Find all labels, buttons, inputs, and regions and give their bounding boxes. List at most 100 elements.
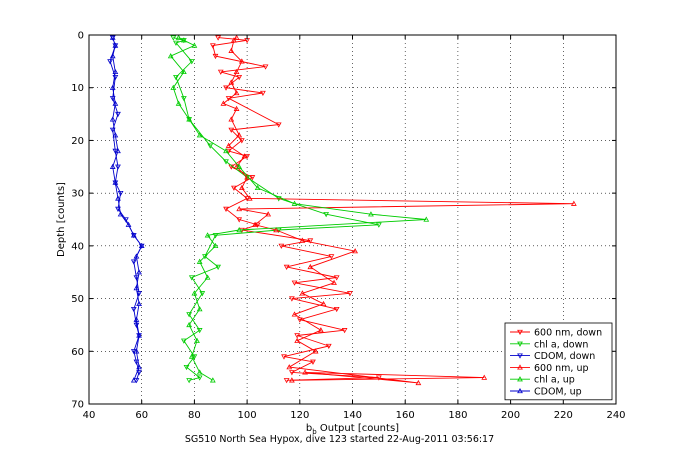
data-point [368, 211, 374, 217]
data-point [228, 116, 235, 122]
data-point [191, 42, 198, 48]
data-point [112, 132, 119, 138]
data-point [333, 306, 340, 313]
series-line-cdom-up [112, 37, 143, 381]
data-point [265, 211, 272, 217]
x-tick-label: 60 [135, 410, 148, 421]
data-point [281, 354, 287, 360]
y-tick-label: 0 [78, 31, 84, 42]
data-point [236, 132, 243, 138]
data-point [130, 232, 137, 238]
data-point [133, 285, 140, 291]
data-point [175, 100, 182, 106]
data-point [238, 184, 245, 191]
data-point [215, 264, 221, 270]
data-point [233, 105, 240, 111]
y-tick-label: 10 [71, 83, 84, 94]
data-point [188, 275, 195, 281]
x-tick-label: 160 [396, 410, 415, 421]
data-point [136, 332, 142, 338]
data-point [260, 90, 266, 97]
data-point [346, 291, 353, 297]
data-point [273, 227, 279, 233]
data-point [294, 337, 301, 343]
data-point [180, 68, 187, 75]
legend-box [504, 322, 613, 401]
data-point [223, 206, 229, 212]
data-point [109, 116, 116, 122]
data-point [307, 263, 314, 270]
data-point [199, 291, 206, 297]
data-point [212, 242, 219, 249]
data-point [233, 68, 240, 75]
data-point [283, 378, 290, 384]
series-chl-a-down [170, 35, 382, 384]
data-point [236, 217, 243, 223]
data-point [115, 206, 121, 212]
data-point [331, 279, 337, 285]
data-point [202, 254, 208, 260]
x-axis-label-rest: Output [counts] [317, 423, 399, 434]
data-point [180, 37, 187, 43]
data-point [283, 264, 290, 270]
data-point [246, 195, 253, 201]
legend-label-cdom-up: CDOM, up [534, 387, 582, 398]
data-point [175, 34, 182, 40]
data-point [220, 100, 227, 106]
data-point [254, 184, 261, 191]
data-point [310, 359, 316, 365]
data-point [130, 306, 137, 313]
data-point [196, 258, 203, 264]
y-axis-label: Depth [counts] [56, 182, 67, 257]
data-point [289, 370, 295, 376]
data-point [133, 316, 140, 322]
data-point [109, 34, 116, 40]
data-point [241, 153, 248, 159]
data-point [115, 195, 121, 201]
data-point [196, 132, 203, 138]
data-point [167, 53, 174, 59]
data-point [352, 248, 359, 254]
legend-label-chl-a-down: chl a, down [534, 339, 588, 350]
x-tick-label: 140 [343, 410, 362, 421]
series-layer [107, 34, 577, 386]
data-point [115, 147, 121, 154]
data-point [570, 200, 577, 206]
data-point [307, 238, 314, 244]
data-point [109, 163, 116, 169]
data-point [231, 185, 237, 191]
data-point [325, 343, 332, 350]
data-point [320, 300, 327, 307]
data-point [136, 364, 142, 370]
data-point [130, 259, 137, 265]
data-point [173, 75, 179, 81]
data-point [328, 254, 335, 260]
data-point [275, 122, 282, 128]
series-line-chl-a-up [169, 37, 427, 381]
data-point [136, 370, 142, 376]
data-point [117, 211, 124, 217]
data-point [212, 53, 219, 60]
y-tick-label: 20 [71, 136, 84, 147]
legend-label-chl-a-up: chl a, up [534, 375, 575, 386]
data-point [109, 84, 116, 90]
x-axis-label: bb Output [counts] [306, 423, 399, 436]
data-point [196, 375, 203, 381]
data-point [115, 111, 121, 118]
data-point [109, 127, 116, 133]
data-point [196, 306, 203, 312]
data-point [228, 127, 235, 133]
data-point [186, 116, 193, 122]
data-point [223, 159, 229, 165]
data-point [312, 348, 319, 354]
data-point [323, 212, 330, 218]
data-point [117, 190, 124, 197]
data-point [170, 35, 177, 41]
legend-marker-600-nm-down [517, 329, 523, 336]
x-tick-label: 40 [83, 410, 96, 421]
data-point [299, 290, 306, 296]
data-point [423, 216, 430, 222]
series-chl-a-up [167, 34, 430, 383]
data-point [125, 221, 132, 227]
